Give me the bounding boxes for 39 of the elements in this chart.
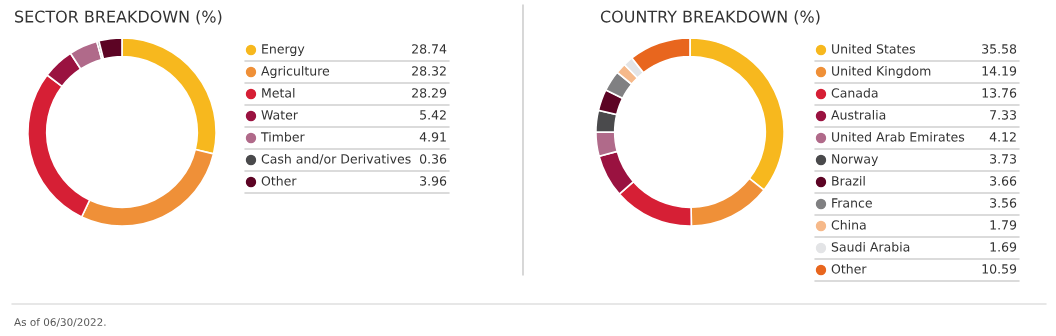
data-label: 14.19 bbox=[982, 66, 1017, 76]
chart-title: COUNTRY BREAKDOWN (%) bbox=[600, 10, 820, 25]
data-label: 10.59 bbox=[982, 264, 1017, 274]
data-label: 1.69 bbox=[990, 242, 1017, 252]
legend-label: Timber bbox=[260, 131, 305, 142]
data-label: 0.36 bbox=[419, 154, 447, 164]
data-label: 35.58 bbox=[982, 44, 1017, 54]
data-label: 5.42 bbox=[420, 110, 446, 120]
legend-label: Canada bbox=[831, 87, 878, 98]
legend-label: Australia bbox=[831, 109, 886, 120]
data-label: 28.29 bbox=[412, 88, 447, 98]
legend-label: Other bbox=[831, 263, 867, 274]
legend-label: United States bbox=[832, 43, 916, 54]
legend-label: Cash and/or Derivatives bbox=[261, 153, 411, 165]
data-label: 28.32 bbox=[412, 66, 446, 76]
legend-label: Other bbox=[261, 175, 297, 186]
legend-label: United Arab Emirates bbox=[832, 131, 965, 142]
legend-label: Energy bbox=[262, 44, 305, 57]
legend-label: Agriculture bbox=[261, 65, 330, 79]
data-label: 13.76 bbox=[982, 88, 1017, 98]
data-label: 7.33 bbox=[990, 110, 1016, 120]
data-label: 1.79 bbox=[990, 220, 1017, 230]
legend-label: France bbox=[832, 198, 872, 208]
text: As of 06/30/2022. bbox=[14, 317, 106, 327]
data-label: 3.73 bbox=[990, 154, 1016, 164]
legend-label: Brazil bbox=[832, 175, 865, 186]
legend-label: Saudi Arabia bbox=[831, 241, 910, 252]
data-label: 4.91 bbox=[419, 132, 446, 142]
legend-label: China bbox=[831, 219, 866, 230]
data-label: 3.66 bbox=[990, 176, 1017, 186]
data-label: 28.74 bbox=[412, 44, 447, 54]
legend-label: Water bbox=[261, 110, 298, 120]
data-label: 3.56 bbox=[990, 198, 1017, 208]
data-label: 4.12 bbox=[989, 132, 1016, 142]
legend-label: Metal bbox=[262, 87, 295, 98]
legend-label: United Kingdom bbox=[832, 65, 931, 79]
chart-title: SECTOR BREAKDOWN (%) bbox=[15, 10, 222, 25]
legend-label: Norway bbox=[832, 154, 879, 167]
data-label: 3.96 bbox=[420, 176, 447, 186]
